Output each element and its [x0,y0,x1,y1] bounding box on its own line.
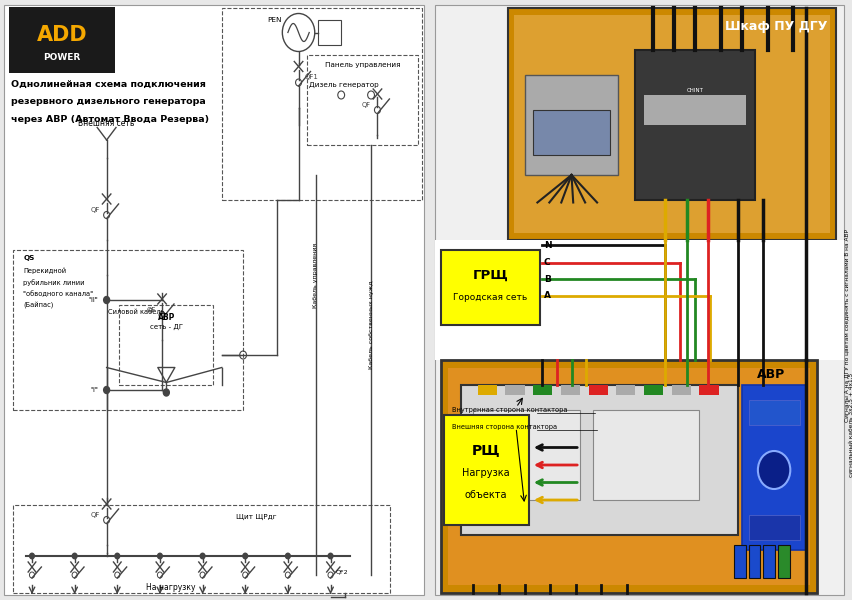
Bar [524,75,618,175]
Text: через АВР (Автомат Ввода Резерва): через АВР (Автомат Ввода Резерва) [10,115,209,124]
Text: Кабель собственных нужд: Кабель собственных нужд [368,281,373,370]
Circle shape [115,553,119,559]
Bar [441,250,538,325]
Text: QF1: QF1 [305,74,319,80]
Bar [473,410,579,500]
Bar [532,110,609,155]
Text: C: C [544,258,550,267]
Bar [615,385,635,395]
Text: РЩ: РЩ [471,443,500,457]
Text: Городская сеть: Городская сеть [452,293,527,302]
Bar [699,385,717,395]
Circle shape [285,553,290,559]
Bar [318,20,341,45]
Bar [748,400,799,425]
Text: "II": "II" [89,297,98,303]
Bar [592,410,699,500]
Text: CHINT: CHINT [686,88,703,92]
Text: Шкаф ПУ ДГУ: Шкаф ПУ ДГУ [724,20,826,33]
Text: Сигналы А на ДГУ по цветам соединять с сигналами В на АВР: Сигналы А на ДГУ по цветам соединять с с… [843,229,848,422]
Bar [777,545,789,577]
Bar [643,385,663,395]
Text: Перекидной: Перекидной [24,268,66,274]
Circle shape [72,553,77,559]
Bar [119,305,213,385]
Text: Дизель генератор: Дизель генератор [308,82,378,88]
Circle shape [30,553,34,559]
Text: "I": "I" [90,387,98,393]
Bar [9,7,115,73]
Text: QF: QF [361,102,371,108]
Text: Панель управления: Панель управления [325,62,400,68]
Text: QS: QS [24,255,35,261]
Text: POWER: POWER [43,53,80,62]
Text: На нагрузку: На нагрузку [146,583,195,592]
Bar [13,250,243,410]
Text: QF2: QF2 [336,569,348,575]
Bar [741,385,805,550]
Bar [763,545,774,577]
Bar [307,55,417,145]
Text: QF: QF [91,207,101,213]
Circle shape [104,386,109,394]
Text: Щит ЩРдг: Щит ЩРдг [235,514,276,520]
Text: АВР: АВР [158,313,175,322]
Bar [460,385,737,535]
Bar [507,7,835,240]
Bar [441,360,816,593]
Text: Внешняя сеть: Внешняя сеть [78,119,135,128]
Circle shape [243,553,247,559]
Bar [532,385,552,395]
Text: Нагрузка: Нагрузка [462,467,509,478]
Bar [222,7,422,200]
Text: B: B [544,275,550,283]
Bar [477,385,496,395]
Bar [748,515,799,540]
Text: Внешняя сторона контактора: Внешняя сторона контактора [452,425,556,431]
Text: PEN: PEN [267,16,281,22]
Circle shape [164,389,169,396]
Text: объекта: объекта [464,490,507,500]
Text: Силовой кабель: Силовой кабель [108,310,164,316]
Bar [748,545,759,577]
Bar [635,50,754,200]
Text: Внутренная сторона контактора: Внутренная сторона контактора [452,407,567,413]
Bar [13,505,390,593]
Circle shape [200,553,204,559]
Bar [513,15,828,232]
Bar [671,385,690,395]
Text: QF: QF [91,512,101,518]
Text: "обводного канала": "обводного канала" [24,290,94,298]
Bar [733,545,745,577]
Bar [447,367,809,585]
Circle shape [328,553,332,559]
Text: (Байпас): (Байпас) [24,302,54,309]
Text: ГРЩ: ГРЩ [472,269,508,281]
Text: Однолинейная схема подключения: Однолинейная схема подключения [10,80,205,89]
Text: Кабель управления: Кабель управления [313,242,318,308]
Text: сигнальный кабель 3х2,5 + 4х1,5: сигнальный кабель 3х2,5 + 4х1,5 [848,373,852,477]
Bar [643,95,746,125]
Text: АВР: АВР [756,367,784,380]
Bar [443,415,528,525]
Bar [588,385,607,395]
Circle shape [757,451,789,489]
Text: сеть - ДГ: сеть - ДГ [150,324,182,330]
Bar [504,385,524,395]
Bar [560,385,579,395]
Text: резервного дизельного генератора: резервного дизельного генератора [10,97,205,106]
Text: A: A [544,292,550,301]
Bar [435,240,843,360]
Circle shape [158,553,162,559]
Circle shape [104,296,109,304]
Text: рубильник линии: рубильник линии [24,279,85,286]
Text: N: N [544,241,550,250]
Text: ADD: ADD [37,25,87,45]
Text: QF: QF [147,307,155,313]
